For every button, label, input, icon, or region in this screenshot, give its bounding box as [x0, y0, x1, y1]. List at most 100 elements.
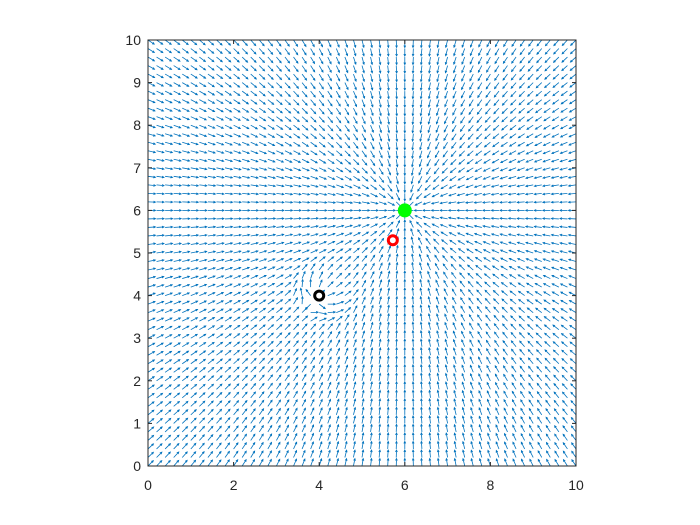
field-arrow: [561, 349, 568, 356]
field-arrow: [318, 48, 324, 56]
field-arrow: [509, 133, 517, 139]
field-arrow: [318, 116, 325, 123]
field-arrow: [318, 390, 323, 399]
field-arrow: [428, 423, 432, 432]
field-arrow: [156, 434, 163, 441]
field-arrow: [435, 142, 440, 150]
field-arrow: [293, 348, 299, 356]
field-arrow: [156, 158, 165, 162]
field-arrow: [173, 400, 181, 407]
field-arrow: [449, 239, 457, 245]
field-arrow: [284, 458, 289, 466]
field-arrow: [310, 73, 316, 82]
field-arrow: [395, 167, 399, 177]
field-arrow: [395, 397, 398, 407]
field-arrow: [456, 209, 465, 212]
field-arrow: [242, 192, 251, 196]
field-arrow: [482, 192, 491, 196]
field-arrow: [387, 184, 393, 192]
field-arrow: [442, 255, 448, 262]
field-arrow: [478, 56, 483, 65]
field-arrow: [453, 440, 457, 450]
x-tick-label: 2: [230, 477, 238, 493]
field-arrow: [242, 242, 251, 245]
field-arrow: [293, 399, 298, 407]
field-arrow: [224, 400, 231, 407]
field-arrow: [242, 250, 251, 254]
x-axis-ticks: 0 2 4 6 8 10: [144, 40, 584, 493]
field-arrow: [173, 116, 182, 121]
field-arrow: [452, 338, 457, 347]
field-arrow: [233, 124, 242, 129]
field-arrow: [507, 192, 517, 196]
field-arrow: [250, 141, 259, 146]
field-arrow: [199, 450, 205, 458]
field-arrow: [484, 289, 491, 296]
field-arrow: [190, 358, 198, 365]
field-arrow: [552, 316, 560, 322]
field-arrow: [216, 316, 224, 322]
field-arrow: [378, 74, 382, 83]
field-arrow: [420, 397, 423, 407]
field-arrow: [410, 236, 414, 245]
field-arrow: [353, 389, 357, 398]
field-arrow: [465, 184, 474, 189]
field-arrow: [508, 141, 517, 147]
field-arrow: [276, 458, 281, 466]
field-arrow: [318, 364, 324, 373]
field-arrow: [344, 107, 350, 116]
field-arrow: [503, 382, 508, 390]
field-arrow: [510, 331, 517, 339]
field-arrow: [378, 321, 382, 330]
field-arrow: [156, 451, 163, 458]
field-arrow: [386, 48, 390, 57]
field-arrow: [216, 358, 223, 365]
field-arrow: [361, 271, 367, 279]
field-arrow: [250, 82, 258, 88]
field-arrow: [486, 398, 491, 407]
field-arrow: [386, 423, 390, 432]
field-arrow: [493, 116, 500, 123]
field-arrow: [199, 333, 207, 339]
field-arrow: [510, 82, 517, 89]
field-arrow: [199, 350, 207, 356]
field-arrow: [569, 341, 576, 348]
field-arrow: [267, 141, 276, 147]
field-arrow: [543, 90, 551, 97]
field-arrow: [526, 299, 534, 305]
field-arrow: [182, 300, 190, 305]
field-arrow: [310, 373, 315, 381]
field-arrow: [182, 309, 190, 314]
field-arrow: [318, 56, 324, 65]
field-arrow: [534, 150, 542, 155]
field-arrow: [413, 209, 422, 212]
field-arrow: [451, 271, 457, 279]
field-arrow: [344, 457, 348, 466]
field-arrow: [259, 150, 268, 155]
field-arrow: [395, 457, 398, 466]
field-arrow: [344, 216, 354, 220]
field-arrow: [428, 440, 432, 450]
field-arrow: [284, 365, 290, 373]
field-arrow: [156, 292, 165, 296]
field-arrow: [241, 308, 250, 313]
field-arrow: [276, 209, 285, 212]
field-arrow: [241, 82, 249, 88]
field-arrow: [439, 224, 448, 228]
field-arrow: [241, 116, 250, 121]
field-arrow: [190, 184, 200, 187]
field-arrow: [386, 372, 390, 381]
field-arrow: [378, 338, 382, 347]
field-arrow: [293, 233, 302, 237]
field-arrow: [353, 297, 359, 305]
field-arrow: [535, 99, 543, 105]
field-arrow: [353, 232, 361, 237]
field-arrow: [485, 331, 491, 339]
field-arrow: [241, 391, 248, 399]
field-arrow: [494, 373, 500, 381]
field-arrow: [327, 248, 336, 254]
field-arrow: [494, 356, 500, 364]
field-arrow: [386, 440, 390, 449]
field-arrow: [310, 56, 316, 65]
field-arrow: [216, 65, 224, 71]
